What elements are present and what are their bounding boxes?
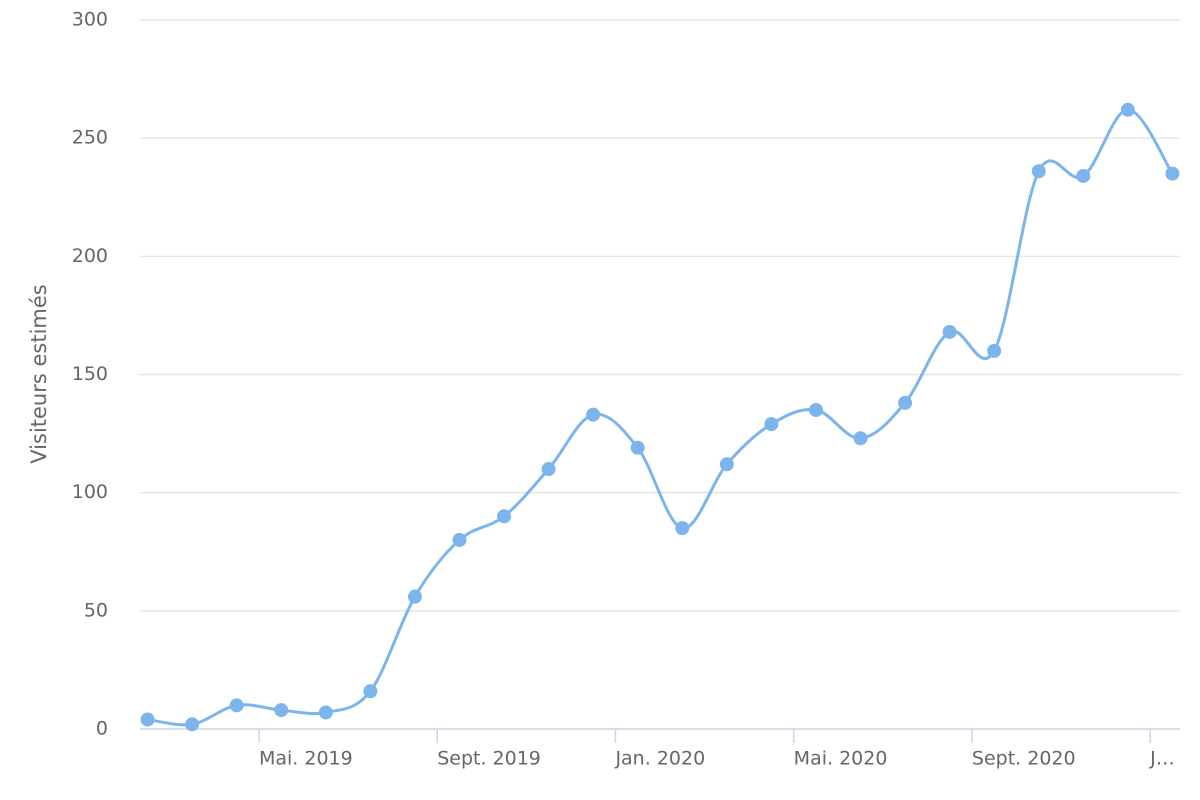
x-tick-label: Mai. 2020 — [794, 748, 888, 770]
y-tick-label: 0 — [96, 718, 108, 740]
x-tick-label: J… — [1149, 748, 1175, 770]
data-point — [853, 431, 868, 446]
data-point — [407, 589, 422, 604]
data-point — [541, 462, 556, 477]
y-tick-label: 300 — [72, 9, 108, 31]
y-tick-label: 50 — [84, 599, 108, 621]
y-axis-label: Visiteurs estimés — [27, 284, 51, 463]
x-tick-label: Jan. 2020 — [614, 748, 705, 770]
x-tick-label: Sept. 2019 — [437, 748, 541, 770]
data-point — [942, 324, 957, 339]
data-point — [140, 712, 155, 727]
data-point — [1031, 164, 1046, 179]
data-point — [185, 717, 200, 732]
data-point — [363, 684, 378, 699]
data-point — [630, 440, 645, 455]
data-point — [808, 402, 823, 417]
series-line — [147, 108, 1174, 727]
data-point — [1165, 166, 1180, 181]
y-tick-label: 100 — [72, 481, 108, 503]
data-point — [719, 457, 734, 472]
data-point — [586, 407, 601, 422]
data-point — [1076, 168, 1091, 183]
y-tick-label: 150 — [72, 363, 108, 385]
x-tick-label: Mai. 2019 — [259, 748, 353, 770]
data-point — [318, 705, 333, 720]
data-point — [987, 343, 1002, 358]
y-tick-label: 200 — [72, 245, 108, 267]
data-point — [1120, 102, 1135, 117]
data-point — [675, 521, 690, 536]
data-point — [898, 395, 913, 410]
data-point — [274, 703, 289, 718]
y-tick-label: 250 — [72, 127, 108, 149]
data-point — [229, 698, 244, 713]
data-point — [764, 417, 779, 432]
data-point — [452, 532, 467, 547]
x-tick-label: Sept. 2020 — [972, 748, 1076, 770]
data-point — [497, 509, 512, 524]
